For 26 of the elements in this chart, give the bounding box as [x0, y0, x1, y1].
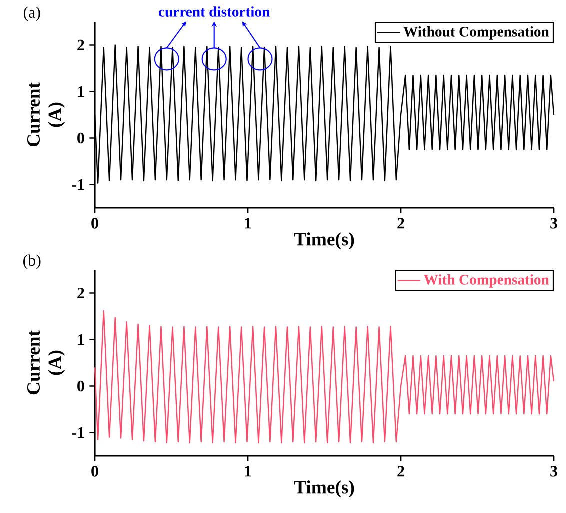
y-tick-label: 0	[78, 132, 84, 144]
y-axis-title: Current (A)	[27, 82, 66, 147]
x-tick-label: 2	[398, 466, 404, 477]
annotation: current distortion	[158, 6, 270, 17]
chart-title: (b)	[24, 254, 41, 270]
y-tick-label: 1	[78, 334, 84, 346]
y-tick-label: 2	[78, 40, 84, 51]
x-tick-label: 1	[245, 218, 252, 229]
x-tick-label: 0	[92, 218, 98, 229]
legend-label: With Compensation	[424, 274, 550, 288]
x-tick-label: 0	[92, 466, 98, 477]
x-tick-label: 2	[398, 218, 404, 229]
legend-label: Without Compensation	[404, 26, 550, 40]
y-tick-label: -1	[72, 179, 84, 190]
y-tick-label: 1	[78, 86, 84, 98]
x-tick-label: 1	[245, 466, 252, 477]
x-axis-title: Time(s)	[294, 480, 354, 498]
line-series	[94, 310, 555, 444]
y-tick-label: 2	[78, 288, 84, 299]
y-tick-label: -1	[72, 427, 84, 438]
chart-title: (a)	[24, 6, 40, 22]
y-tick-label: 0	[78, 380, 84, 392]
x-tick-label: 3	[550, 218, 558, 229]
x-axis-title: Time(s)	[294, 232, 354, 250]
y-axis-title: Current (A)	[27, 330, 66, 395]
x-tick-label: 3	[550, 466, 558, 477]
